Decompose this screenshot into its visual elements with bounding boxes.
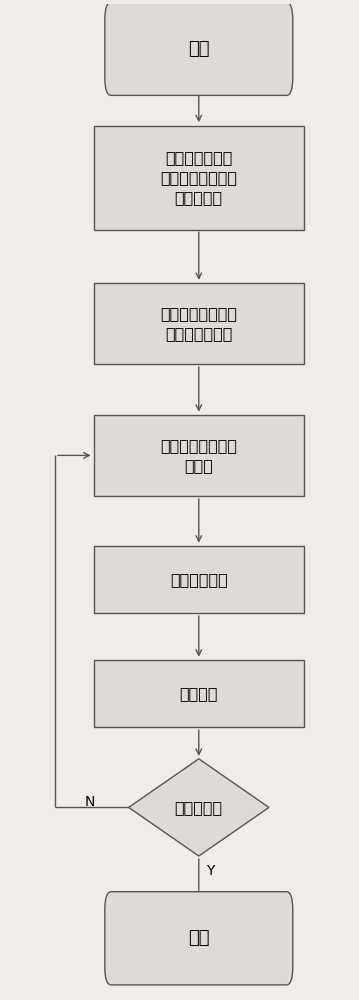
Text: 结束: 结束 (188, 929, 210, 947)
Text: N: N (85, 795, 95, 809)
Text: 从光谱库中选取
典型地物光谱组成
训练样本库: 从光谱库中选取 典型地物光谱组成 训练样本库 (160, 150, 237, 205)
Text: 稀疏字典训练: 稀疏字典训练 (170, 572, 228, 587)
Text: 开始: 开始 (188, 40, 210, 58)
FancyBboxPatch shape (105, 2, 293, 95)
Text: 光谱重构: 光谱重构 (180, 686, 218, 701)
Polygon shape (129, 759, 269, 856)
Text: Y: Y (206, 864, 214, 878)
Text: 效果满意？: 效果满意？ (175, 800, 223, 815)
Bar (94, 660, 304, 727)
FancyBboxPatch shape (105, 892, 293, 985)
Bar (94, 126, 304, 230)
Bar (94, 415, 304, 496)
Bar (94, 546, 304, 613)
Text: 对样本库中谱线进
行截取和重采样: 对样本库中谱线进 行截取和重采样 (160, 306, 237, 341)
Text: 确定字典大小等相
关参数: 确定字典大小等相 关参数 (160, 438, 237, 473)
Bar (94, 283, 304, 364)
